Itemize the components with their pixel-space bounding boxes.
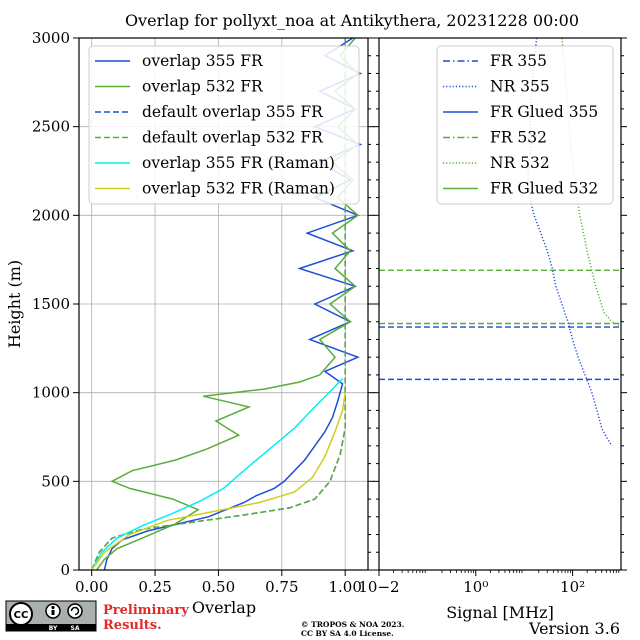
left-series-line-5 <box>91 377 344 571</box>
right-x-tick-label: 10−2 <box>358 578 399 596</box>
left-series-line-6 <box>91 392 346 571</box>
cc-by-text: BY <box>49 625 58 632</box>
copyright-line1: © TROPOS & NOA 2023. <box>301 620 404 629</box>
left-x-tick-label: 0.25 <box>138 578 171 596</box>
left-ticks: 0.00 0.25 0.50 0.75 1.00 0 500 1000 1500 2000 2500… <box>32 29 374 596</box>
right-x-tick-label: 10⁰ <box>463 578 488 596</box>
left-legend-label-3: default overlap 355 FR <box>142 103 324 121</box>
right-legend-label-6: FR Glued 532 <box>490 180 598 198</box>
copyright-line2: CC BY SA 4.0 License. <box>301 629 394 638</box>
sa-share-icon <box>67 603 83 619</box>
left-x-tick-label: 0.00 <box>75 578 108 596</box>
right-legend-box <box>436 45 614 205</box>
cc-circle-icon <box>9 602 33 626</box>
right-x-tick-label: 10² <box>560 578 585 596</box>
right-legend: FR 355 NR 355 FR Glued 355 FR 532 NR 532 FR G… <box>436 45 614 205</box>
right-legend-label-2: NR 355 <box>490 78 550 96</box>
left-legend-label-6: overlap 532 FR (Raman) <box>142 180 335 198</box>
left-legend-label-4: default overlap 532 FR <box>142 129 324 147</box>
results-label: Results. <box>103 618 162 633</box>
left-legend-label-5: overlap 355 FR (Raman) <box>142 154 335 172</box>
left-y-tick-label: 0 <box>60 561 70 579</box>
right-legend-label-4: FR 532 <box>490 129 547 147</box>
left-y-tick-label: 1000 <box>32 384 70 402</box>
left-y-tick-label: 3000 <box>32 29 70 47</box>
left-y-tick-label: 2500 <box>32 118 70 136</box>
right-x-axis-label: Signal [MHz] <box>446 603 554 622</box>
left-legend-label-2: overlap 532 FR <box>142 78 264 96</box>
left-y-axis-label: Height (m) <box>5 260 24 348</box>
left-x-tick-label: 0.75 <box>265 578 298 596</box>
cc-sa-text: SA <box>71 625 80 632</box>
right-legend-label-1: FR 355 <box>490 52 547 70</box>
preliminary-label: Preliminary <box>103 603 189 618</box>
cc-license-badge: CC BY SA <box>5 600 97 632</box>
left-y-tick-label: 1500 <box>32 295 70 313</box>
left-series-line-4 <box>91 38 346 571</box>
right-legend-label-5: NR 532 <box>490 154 550 172</box>
cc-badge-text: CC <box>14 610 29 621</box>
left-y-tick-label: 500 <box>41 472 70 490</box>
left-y-tick-label: 2000 <box>32 206 70 224</box>
version-label: Version 3.6 <box>528 619 620 638</box>
right-legend-label-3: FR Glued 355 <box>490 103 598 121</box>
left-legend-box <box>88 45 360 205</box>
left-x-tick-label: 0.50 <box>202 578 235 596</box>
right-ticks: 10−2 10⁰ 10² <box>358 37 627 596</box>
left-legend-label-1: overlap 355 FR <box>142 52 264 70</box>
left-legend: overlap 355 FR overlap 532 FR default over… <box>88 45 360 205</box>
chart-title: Overlap for pollyxt_noa at Antikythera, … <box>125 11 579 30</box>
left-x-axis-label: Overlap <box>192 598 256 617</box>
left-x-tick-label: 1.00 <box>328 578 361 596</box>
